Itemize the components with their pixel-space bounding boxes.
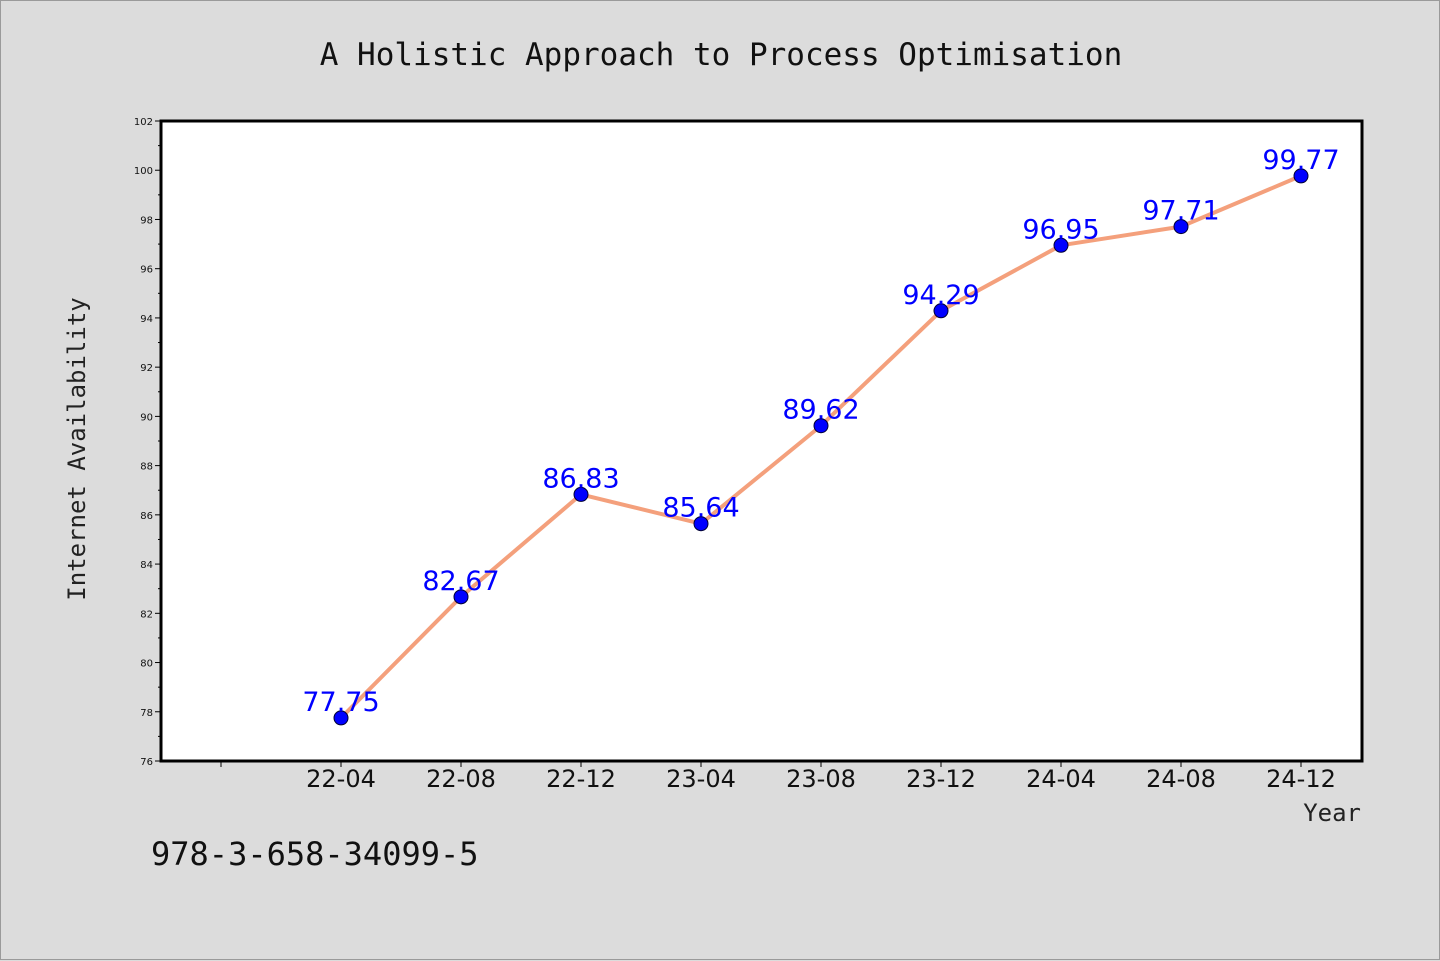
y-tick-label: 94 (140, 314, 153, 325)
y-tick-label: 78 (140, 708, 153, 719)
y-tick-label: 100 (134, 166, 153, 177)
x-axis: 22-04 22-08 22-12 23-04 23-08 23-12 24-04 24-08… (220, 761, 1336, 793)
y-axis: 76 78 80 82 84 86 88 90 92 94 96 98 100 102 (134, 117, 161, 768)
x-tick-label: 23-04 (666, 765, 736, 793)
data-point (1053, 237, 1069, 253)
footnote-isbn: 978-3-658-34099-5 (151, 835, 479, 873)
x-tick-label: 22-12 (546, 765, 616, 793)
x-axis-label: Year (1303, 799, 1361, 827)
y-tick-label: 98 (140, 215, 153, 226)
y-tick-label: 84 (140, 560, 153, 571)
data-point (453, 589, 469, 605)
x-tick-label: 24-04 (1026, 765, 1096, 793)
chart-title: A Holistic Approach to Process Optimisat… (320, 37, 1123, 73)
data-point (1293, 168, 1309, 184)
y-tick-label: 90 (140, 412, 153, 423)
data-label: 89.62 (782, 395, 859, 426)
data-label: 96.95 (1022, 214, 1099, 245)
data-point (813, 418, 829, 434)
series: 77.75 82.67 86.83 85.64 89.62 94.29 96.95 97.71… (302, 145, 1340, 726)
data-point (1173, 219, 1189, 235)
x-tick-label: 22-04 (306, 765, 376, 793)
data-label: 77.75 (302, 687, 379, 718)
y-tick-label: 86 (140, 511, 153, 522)
data-point (693, 516, 709, 532)
data-point (933, 303, 949, 319)
y-axis-label: Internet Availability (63, 297, 91, 600)
data-label: 94.29 (902, 280, 979, 311)
x-tick-label: 24-12 (1266, 765, 1336, 793)
data-label: 86.83 (542, 463, 619, 494)
data-label: 85.64 (662, 493, 739, 524)
x-tick-label: 22-08 (426, 765, 496, 793)
data-label: 97.71 (1142, 196, 1219, 227)
y-tick-label: 80 (140, 659, 153, 670)
y-tick-label: 102 (134, 117, 153, 128)
data-point (573, 486, 589, 502)
data-label: 82.67 (422, 566, 499, 597)
y-tick-label: 82 (140, 609, 153, 620)
data-point (333, 710, 349, 726)
data-label: 99.77 (1262, 145, 1339, 176)
x-tick-label: 24-08 (1146, 765, 1216, 793)
x-tick-label: 23-08 (786, 765, 856, 793)
y-tick-label: 88 (140, 462, 153, 473)
y-tick-label: 76 (140, 757, 153, 768)
y-tick-label: 92 (140, 363, 153, 374)
y-tick-label: 96 (140, 265, 153, 276)
x-tick-label: 23-12 (906, 765, 976, 793)
